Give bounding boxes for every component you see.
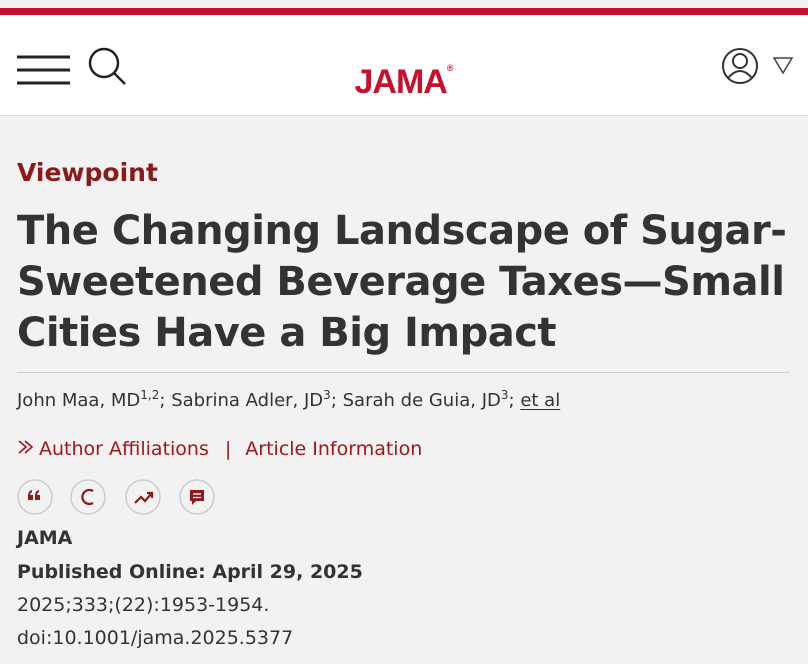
metrics-icon xyxy=(134,491,154,504)
published-label: Published Online: xyxy=(17,561,206,583)
comment-button[interactable] xyxy=(179,479,215,515)
author-name[interactable]: Sarah de Guia, JD xyxy=(342,390,501,411)
author-separator: ; xyxy=(508,390,515,411)
doi: doi:10.1001/jama.2025.5377 xyxy=(17,627,294,649)
metrics-button[interactable] xyxy=(125,479,161,515)
expand-icon xyxy=(18,440,34,454)
account-dropdown[interactable] xyxy=(772,57,794,75)
article-links: Author Affiliations | Article Information xyxy=(17,438,422,460)
more-authors[interactable]: et al xyxy=(520,390,561,411)
logo-text[interactable]: JAMA xyxy=(354,63,448,101)
author-affiliation: 1,2 xyxy=(140,388,160,402)
journal: JAMA xyxy=(17,527,73,549)
tool-icons xyxy=(17,479,215,515)
author-name[interactable]: John Maa, MD xyxy=(17,390,141,411)
article-type: Viewpoint xyxy=(17,158,158,187)
authors: John Maa, MD1,2; Sabrina Adler, JD3; Sar… xyxy=(17,388,560,411)
cite-icon xyxy=(28,490,40,500)
permissions-button[interactable] xyxy=(70,479,106,515)
author-affiliation: 3 xyxy=(323,388,331,402)
account-button[interactable] xyxy=(722,48,758,84)
author-separator: ; xyxy=(159,390,166,411)
menu-button[interactable] xyxy=(17,55,70,85)
logo-mark: ® xyxy=(446,63,454,73)
cite-button[interactable] xyxy=(17,479,53,515)
logo[interactable]: JAMA® xyxy=(0,63,808,102)
header: JAMA® xyxy=(0,15,808,116)
top-bar xyxy=(0,8,808,15)
article-link[interactable]: Article Information xyxy=(245,438,423,460)
published: Published Online: April 29, 2025 xyxy=(17,561,363,583)
article-title: The Changing Landscape of Sugar-Sweetene… xyxy=(17,208,787,356)
link-separator: | xyxy=(224,438,232,460)
author-separator: ; xyxy=(330,390,337,411)
citation: 2025;333;(22):1953-1954. xyxy=(17,594,270,616)
header-icons xyxy=(17,47,794,85)
permissions-icon xyxy=(81,488,94,506)
published-date: April 29, 2025 xyxy=(212,561,363,583)
divider xyxy=(17,372,790,373)
author-name[interactable]: Sabrina Adler, JD xyxy=(171,390,324,411)
author-affiliation: 3 xyxy=(500,388,509,402)
article-link[interactable]: Author Affiliations xyxy=(39,438,209,460)
search-button[interactable] xyxy=(88,47,126,85)
